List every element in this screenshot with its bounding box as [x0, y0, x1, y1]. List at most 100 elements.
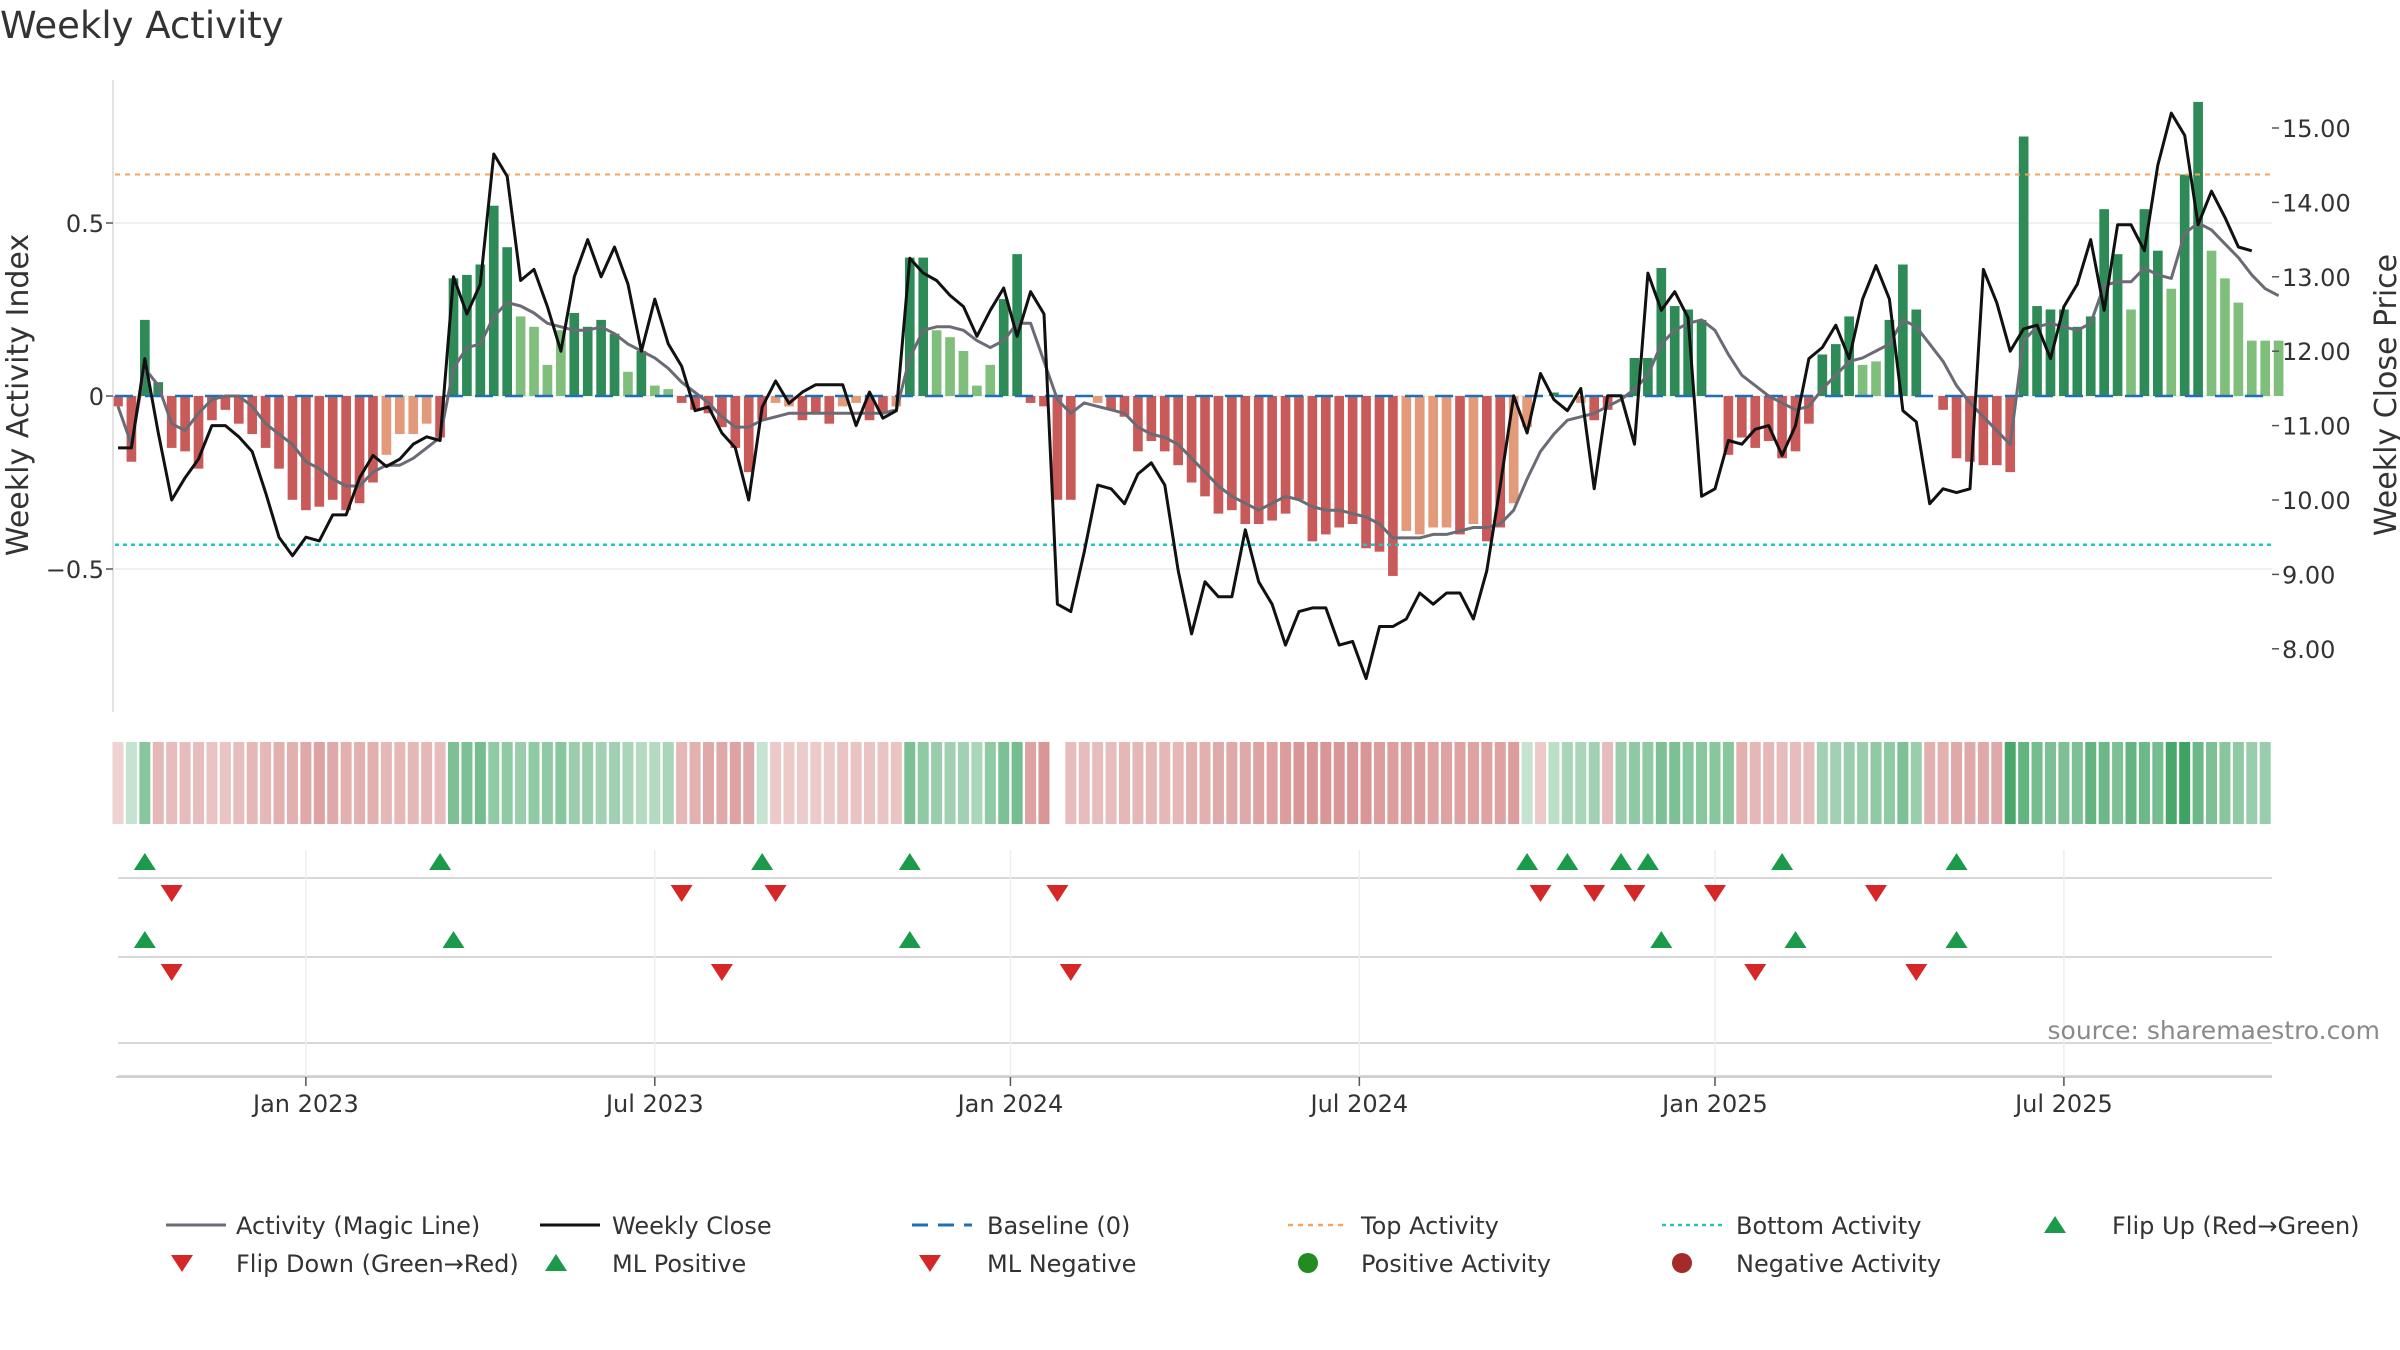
flip-up-marker-0	[133, 853, 156, 870]
heat-cell-2	[139, 742, 151, 824]
heat-cell-50	[783, 742, 795, 824]
activity-bar-137	[1951, 396, 1962, 459]
activity-bar-21	[394, 396, 405, 435]
activity-heat-strip	[112, 742, 2271, 824]
heat-cell-135	[1924, 742, 1936, 824]
heat-cell-113	[1628, 742, 1640, 824]
left-tick-label-2: −0.5	[46, 556, 104, 584]
heat-cell-32	[541, 742, 553, 824]
heat-cell-87	[1280, 742, 1292, 824]
heat-cell-133	[1897, 742, 1909, 824]
heat-cell-76	[1132, 742, 1144, 824]
legend-swatch-positive-activity	[1298, 1253, 1318, 1273]
ml-positive-marker-3	[1650, 931, 1673, 948]
heat-cell-27	[474, 742, 486, 824]
flip-down-marker-5	[1583, 885, 1606, 902]
ml-negative-marker-0	[160, 964, 183, 981]
activity-bar-84	[1240, 396, 1251, 525]
heat-cell-21	[394, 742, 406, 824]
activity-bar-159	[2246, 340, 2257, 396]
heat-cell-142	[2018, 742, 2030, 824]
heat-cell-154	[2179, 742, 2191, 824]
activity-bar-98	[1428, 396, 1438, 528]
heat-cell-98	[1427, 742, 1439, 824]
legend-swatch-mlpos	[545, 1254, 567, 1271]
heat-cell-42	[676, 742, 688, 824]
heat-cell-79	[1172, 742, 1184, 824]
activity-bar-41	[663, 389, 674, 396]
activity-bar-49	[770, 396, 781, 403]
heat-cell-103	[1494, 742, 1506, 824]
heat-cell-65	[984, 742, 996, 824]
heat-cell-5	[179, 742, 191, 824]
heat-cell-132	[1883, 742, 1895, 824]
activity-bar-55	[851, 396, 861, 403]
legend-label-posdot: Positive Activity	[1361, 1250, 1551, 1278]
flip-up-marker-7	[1636, 853, 1659, 870]
ml-positive-marker-1	[442, 931, 465, 948]
heat-cell-13	[286, 742, 298, 824]
heat-cell-12	[273, 742, 285, 824]
heat-cell-119	[1709, 742, 1721, 824]
heat-cell-11	[260, 742, 272, 824]
flip-up-marker-6	[1610, 853, 1633, 870]
heat-cell-56	[864, 742, 876, 824]
heat-cell-14	[300, 742, 312, 824]
axes: 0.5 0 −0.5 15.00 14.00 13.00 12.00 11.00 10.00 9.…	[46, 80, 2351, 712]
activity-bar-92	[1347, 396, 1358, 525]
heat-cell-157	[2219, 742, 2231, 824]
heat-cell-93	[1360, 742, 1372, 824]
legend-label-bottom: Bottom Activity	[1736, 1212, 1921, 1240]
activity-bar-16	[327, 396, 338, 500]
heat-cell-36	[595, 742, 607, 824]
heat-cell-58	[890, 742, 902, 824]
heat-cell-137	[1951, 742, 1963, 824]
activity-bar-68	[1025, 396, 1036, 403]
activity-bar-110	[1589, 396, 1600, 421]
activity-bar-133	[1898, 264, 1908, 396]
activity-bar-1	[126, 396, 137, 462]
heat-cell-109	[1575, 742, 1587, 824]
heat-cell-23	[421, 742, 433, 824]
ml-negative-marker-3	[1744, 964, 1767, 981]
magic-line	[116, 221, 2280, 540]
heat-cell-84	[1239, 742, 1251, 824]
activity-bar-36	[596, 319, 606, 396]
activity-bar-74	[1106, 396, 1116, 410]
heat-cell-121	[1736, 742, 1748, 824]
x-axis: Jan 2023 Jul 2023 Jan 2024 Jul 2024 Jan 2025…	[116, 1076, 2272, 1118]
flip-up-marker-5	[1556, 853, 1579, 870]
heat-cell-35	[582, 742, 594, 824]
right-tick-label-0: 15.00	[2282, 115, 2351, 143]
heat-cell-112	[1615, 742, 1627, 824]
heat-cell-80	[1186, 742, 1198, 824]
heat-cell-46	[729, 742, 741, 824]
heat-cell-155	[2192, 742, 2204, 824]
activity-bar-101	[1468, 396, 1479, 525]
activity-bar-86	[1267, 396, 1277, 521]
activity-bar-99	[1441, 396, 1452, 528]
heat-cell-116	[1669, 742, 1681, 824]
activity-bar-100	[1455, 396, 1465, 535]
heat-cell-40	[649, 742, 661, 824]
activity-bar-161	[2273, 340, 2284, 396]
legend-swatch-flipdown	[171, 1255, 193, 1272]
activity-bar-22	[408, 396, 419, 435]
activity-bar-132	[1884, 319, 1895, 396]
flip-up-marker-9	[1945, 853, 1968, 870]
activity-bar-118	[1696, 319, 1707, 396]
activity-bar-75	[1119, 396, 1130, 417]
activity-bar-51	[797, 396, 808, 421]
heat-cell-24	[434, 742, 446, 824]
activity-bar-107	[1549, 392, 1559, 396]
activity-bar-128	[1830, 344, 1841, 396]
activity-bar-156	[2206, 250, 2217, 396]
activity-bar-45	[717, 396, 727, 428]
heat-cell-91	[1333, 742, 1345, 824]
heat-cell-144	[2044, 742, 2056, 824]
legend-label-flipdown: Flip Down (Green→Red)	[236, 1250, 519, 1278]
legend-label-magic: Activity (Magic Line)	[236, 1212, 480, 1240]
heat-cell-100	[1454, 742, 1466, 824]
right-tick-label-2: 13.00	[2282, 264, 2351, 292]
heat-cell-61	[931, 742, 943, 824]
